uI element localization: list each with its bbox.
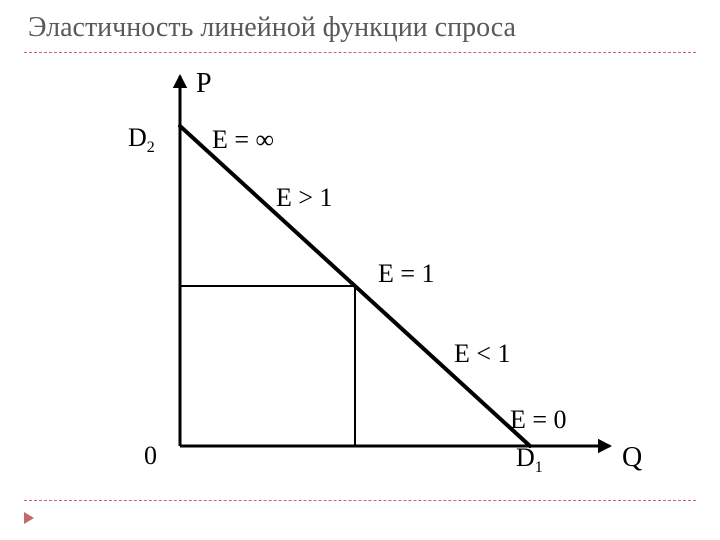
svg-text:E > 1: E > 1 [276,183,333,212]
divider-bottom [24,500,696,501]
svg-text:E = 1: E = 1 [378,259,435,288]
chart-svg: P Q 0 D1 D2 E = ∞E > 1 E = 1 E < 1 E = 0 [90,66,650,486]
divider-top [24,52,696,53]
page-title: Эластичность линейной функции спроса [28,12,692,44]
svg-text:0: 0 [144,441,157,470]
play-marker-icon [24,512,34,524]
svg-text:P: P [196,68,212,99]
svg-text:E = 0: E = 0 [510,405,567,434]
svg-text:E < 1: E < 1 [454,339,511,368]
svg-text:D1: D1 [516,443,543,476]
svg-text:E = ∞: E = ∞ [212,125,274,154]
slide: Эластичность линейной функции спроса P Q 0… [0,0,720,540]
elasticity-chart: P Q 0 D1 D2 E = ∞E > 1 E = 1 E < 1 E = 0 [90,66,650,486]
svg-text:D2: D2 [128,123,155,156]
svg-text:Q: Q [622,442,642,473]
